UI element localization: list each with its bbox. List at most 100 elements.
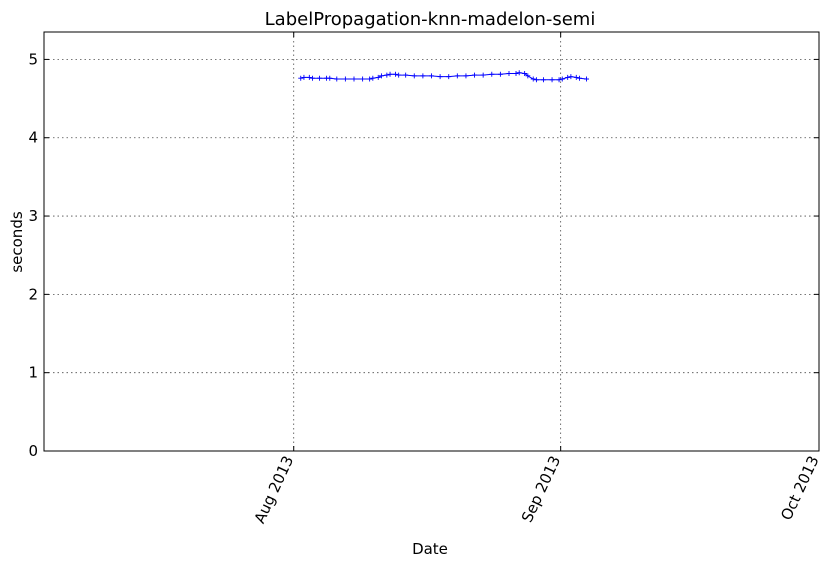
plus-marker: [334, 76, 340, 82]
data-point-marker: [522, 71, 528, 77]
data-point-marker: [556, 77, 562, 83]
x-axis-label: Date: [412, 540, 448, 558]
plus-marker: [392, 71, 398, 77]
plus-marker: [327, 75, 333, 81]
plus-marker: [497, 71, 503, 77]
plus-marker: [301, 74, 307, 80]
data-point-marker: [576, 75, 582, 81]
plus-marker: [568, 74, 574, 80]
plus-marker: [549, 77, 555, 83]
data-point-marker: [437, 74, 443, 80]
data-point-marker: [384, 72, 390, 78]
x-tick-label: Oct 2013: [777, 453, 822, 523]
data-point-marker: [411, 73, 417, 79]
y-axis-label: seconds: [8, 211, 26, 272]
data-point-marker: [360, 76, 366, 82]
plus-marker: [576, 75, 582, 81]
plus-marker: [411, 73, 417, 79]
plus-marker: [463, 73, 469, 79]
y-tick-label: 5: [28, 50, 38, 68]
data-point-marker: [530, 76, 536, 82]
data-point-marker: [463, 73, 469, 79]
data-point-marker: [403, 72, 409, 78]
plus-marker: [370, 75, 376, 81]
data-point-marker: [327, 75, 333, 81]
grid-layer: [44, 32, 820, 451]
data-point-marker: [334, 76, 340, 82]
plus-marker: [559, 76, 565, 82]
plus-marker: [516, 70, 522, 76]
data-point-marker: [489, 71, 495, 77]
data-point-marker: [375, 74, 381, 80]
data-point-marker: [301, 74, 307, 80]
data-point-marker: [396, 72, 402, 78]
data-point-marker: [342, 76, 348, 82]
data-point-marker: [429, 73, 434, 79]
y-tick-label: 0: [28, 442, 38, 460]
plus-marker: [480, 72, 486, 78]
data-point-marker: [317, 75, 323, 81]
plus-marker: [573, 74, 579, 80]
data-point-marker: [584, 76, 589, 82]
plus-marker: [525, 73, 531, 79]
data-point-marker: [306, 74, 312, 80]
y-tick-label: 1: [28, 364, 38, 382]
data-point-marker: [480, 72, 486, 78]
data-point-marker: [573, 74, 579, 80]
plus-marker: [378, 73, 384, 79]
data-point-marker: [533, 77, 539, 83]
plus-marker: [387, 71, 393, 77]
plus-marker: [298, 75, 304, 81]
plus-marker: [351, 76, 357, 82]
plus-marker: [360, 76, 366, 82]
data-point-marker: [525, 73, 531, 79]
plus-marker: [513, 71, 519, 77]
plus-marker: [446, 74, 452, 80]
plus-marker: [506, 71, 512, 77]
plus-marker: [403, 72, 409, 78]
plus-marker: [556, 77, 562, 83]
x-tick-label: Aug 2013: [251, 453, 298, 526]
plus-marker: [396, 72, 402, 78]
data-point-marker: [549, 77, 555, 83]
data-point-marker: [472, 72, 478, 78]
data-point-marker: [559, 76, 565, 82]
plus-marker: [584, 76, 589, 82]
plus-marker: [342, 76, 348, 82]
plus-marker: [429, 73, 434, 79]
data-point-marker: [497, 71, 503, 77]
series-layer: [298, 70, 589, 83]
data-point-marker: [513, 71, 519, 77]
plus-marker: [437, 74, 443, 80]
data-point-marker: [310, 75, 316, 81]
plus-marker: [384, 72, 390, 78]
data-point-marker: [516, 70, 522, 76]
plus-marker: [454, 73, 460, 79]
data-point-marker: [298, 75, 304, 81]
data-point-marker: [367, 76, 373, 82]
plus-marker: [530, 76, 536, 82]
plot-frame: [43, 31, 820, 452]
data-point-marker: [387, 71, 393, 77]
plus-marker: [420, 73, 426, 79]
plus-marker: [317, 75, 323, 81]
data-point-marker: [392, 71, 398, 77]
plus-marker: [375, 74, 381, 80]
data-point-marker: [351, 76, 357, 82]
x-tick-label: Sep 2013: [518, 453, 564, 525]
plus-marker: [472, 72, 478, 78]
data-point-marker: [446, 74, 452, 80]
plus-marker: [489, 71, 495, 77]
plus-marker: [565, 74, 571, 80]
data-point-marker: [454, 73, 460, 79]
data-point-marker: [420, 73, 426, 79]
plus-marker: [540, 77, 546, 83]
plus-marker: [522, 71, 528, 77]
data-point-marker: [370, 75, 376, 81]
plus-marker: [310, 75, 316, 81]
y-tick-label: 3: [28, 207, 38, 225]
plus-marker: [306, 74, 312, 80]
plus-marker: [367, 76, 373, 82]
y-tick-label: 2: [28, 285, 38, 303]
